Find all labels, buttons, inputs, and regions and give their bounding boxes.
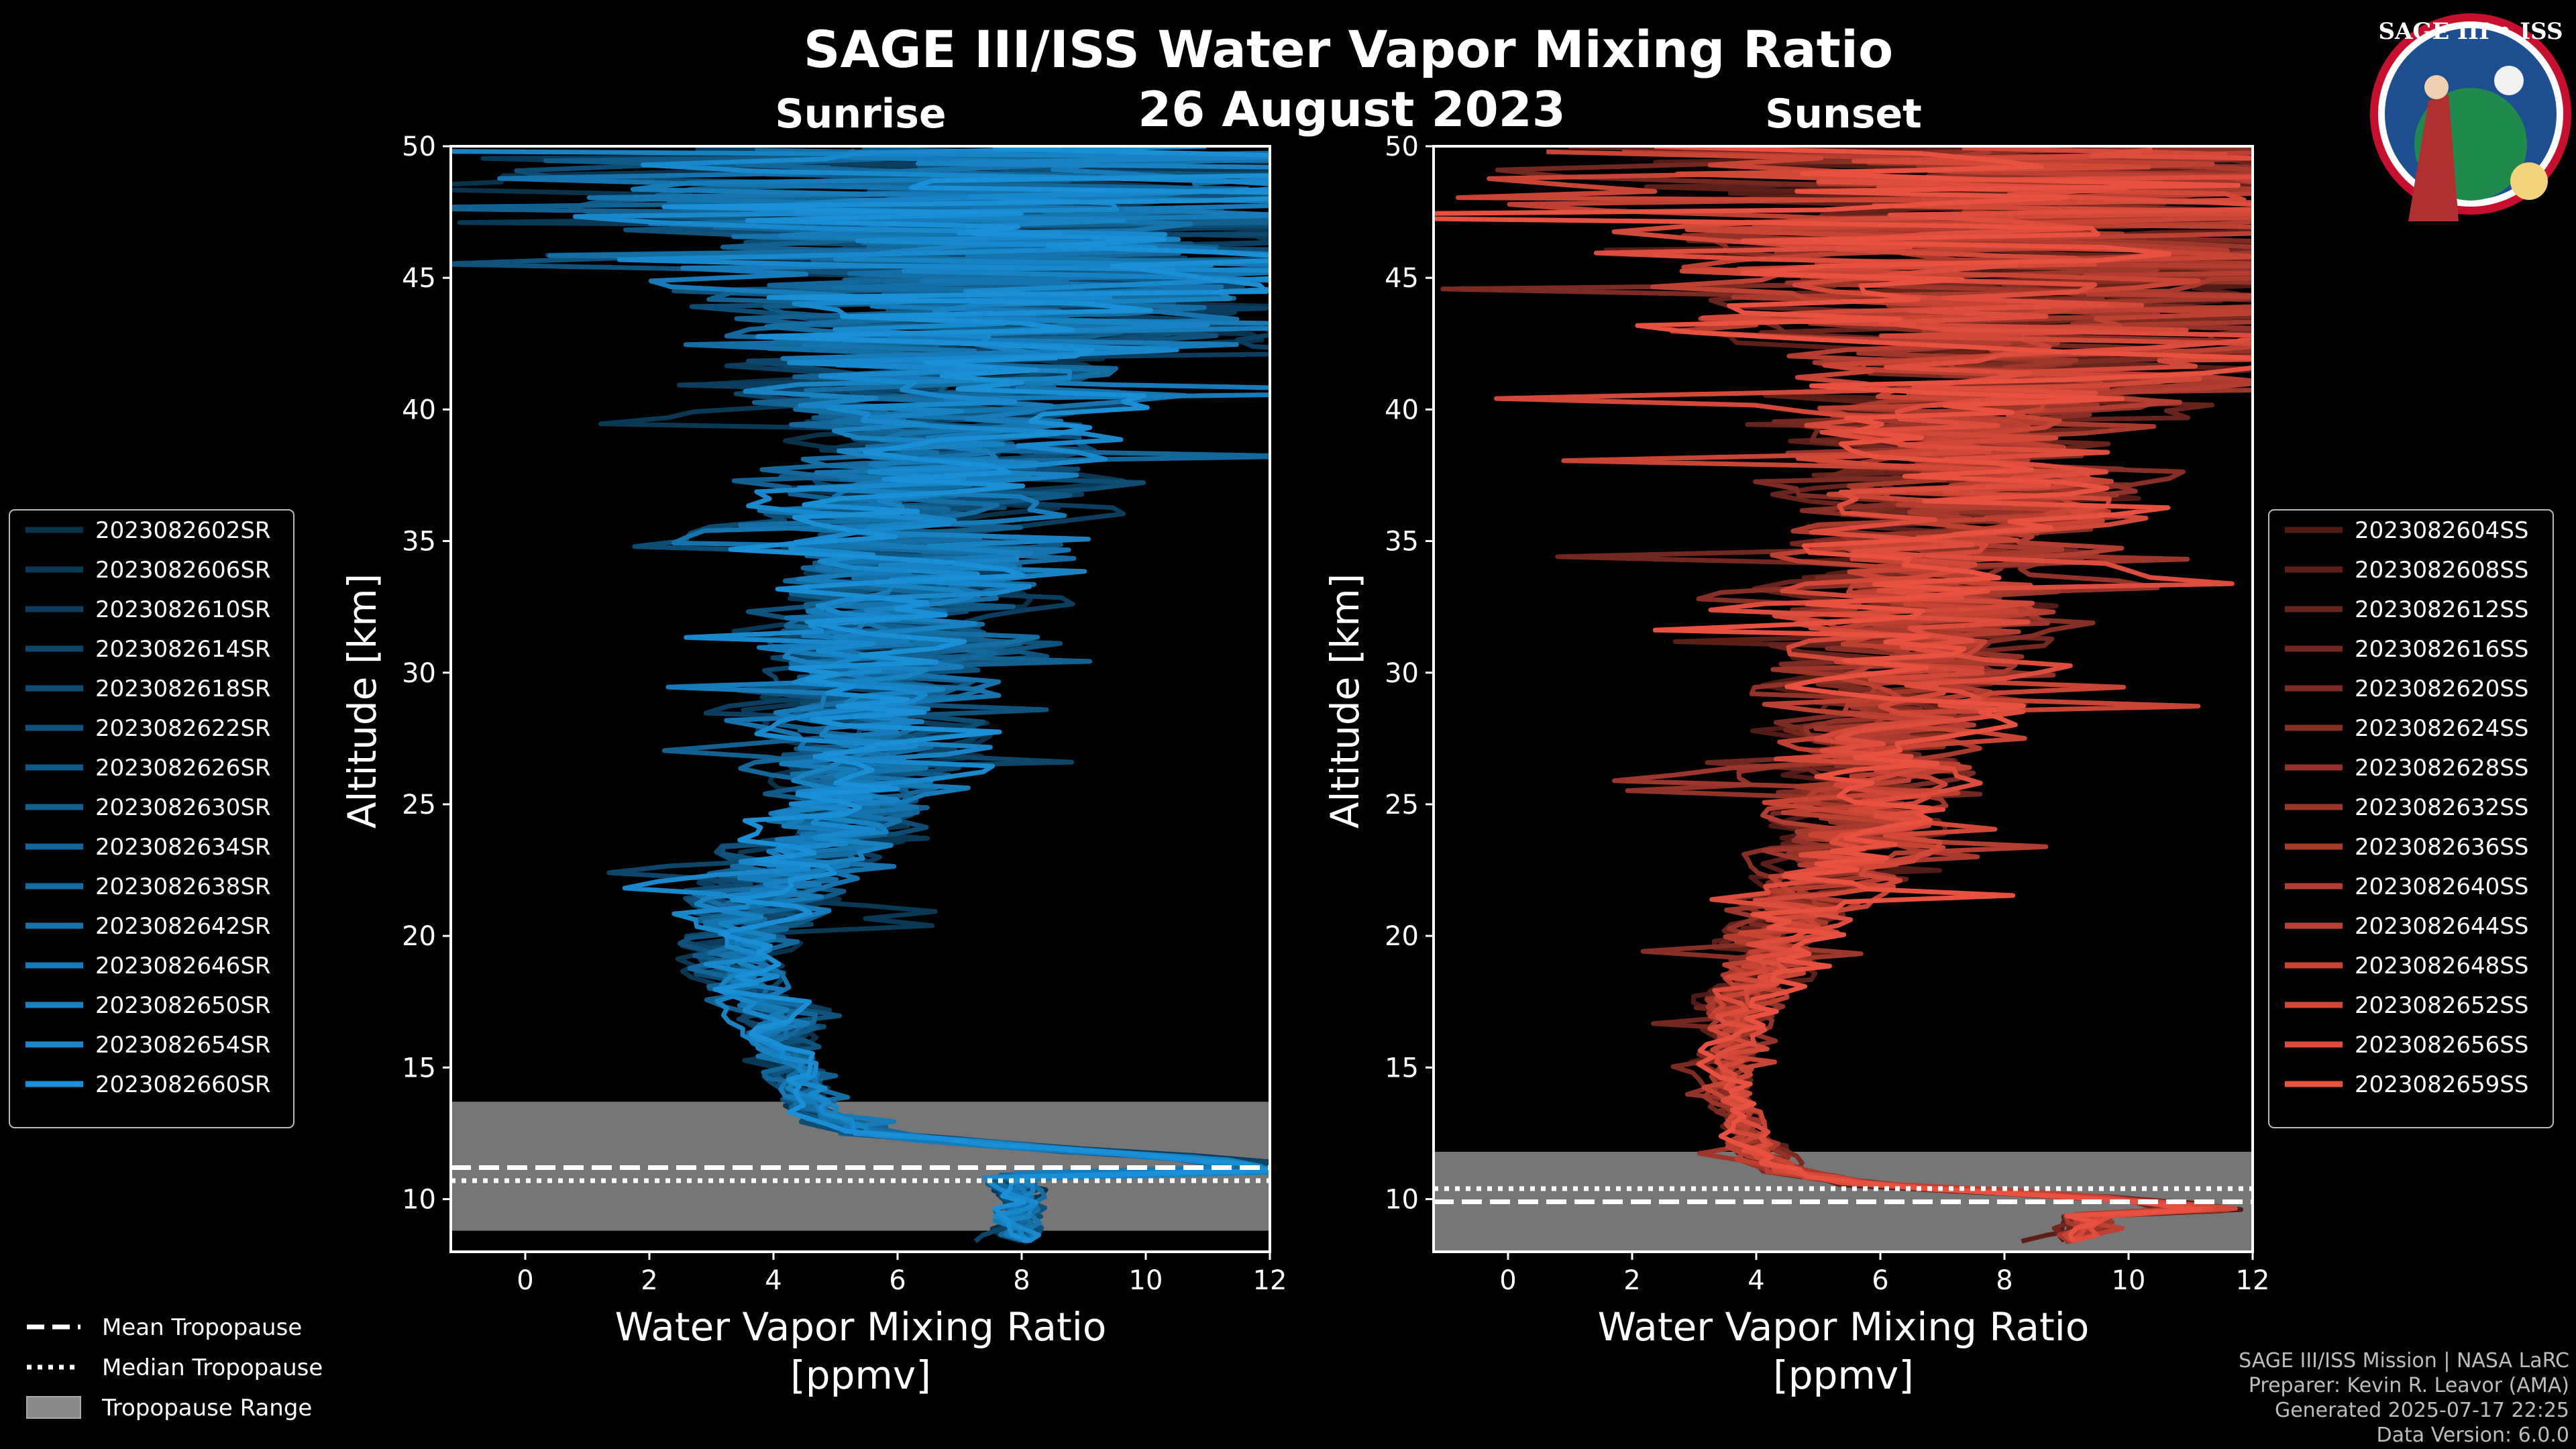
sage-iii-iss-logo: SAGE III • ISS (2370, 13, 2571, 221)
tropopause-range-label: Tropopause Range (101, 1395, 312, 1421)
sunrise-ylabel: Altitude [km] (339, 574, 385, 828)
y-tick-label: 35 (402, 527, 436, 557)
legend-entry-2023082650SR: 2023082650SR (95, 992, 271, 1019)
tropopause-range-swatch (26, 1396, 81, 1419)
legend-entry-2023082612SS: 2023082612SS (2355, 596, 2528, 623)
profile-lines (1434, 146, 2253, 1244)
legend-entry-2023082652SS: 2023082652SS (2355, 992, 2528, 1019)
profile-2023082660SR (661, 146, 1270, 1244)
legend-entry-2023082622SR: 2023082622SR (95, 715, 271, 742)
y-tick-label: 45 (402, 263, 436, 294)
sunrise-subtitle: Sunrise (775, 91, 946, 138)
legend-entry-2023082620SS: 2023082620SS (2355, 676, 2528, 702)
y-tick-label: 10 (402, 1185, 436, 1216)
legend-entry-2023082606SR: 2023082606SR (95, 557, 271, 584)
legend-entry-2023082636SS: 2023082636SS (2355, 834, 2528, 861)
y-tick-label: 35 (1385, 527, 1419, 557)
legend-entry-2023082624SS: 2023082624SS (2355, 715, 2528, 742)
y-tick-label: 50 (1385, 131, 1419, 162)
plot-frame (449, 145, 1271, 1253)
median-tropopause-label: Median Tropopause (102, 1354, 323, 1381)
profile-2023082659SS (1434, 146, 2253, 1242)
profile-2023082656SS (1593, 147, 2253, 1244)
legend-entry-2023082634SR: 2023082634SR (95, 834, 271, 861)
sunset-xlabel: Water Vapor Mixing Ratio (1598, 1304, 2090, 1350)
legend-entry-2023082642SR: 2023082642SR (95, 913, 271, 940)
legend-entry-2023082618SR: 2023082618SR (95, 676, 271, 702)
y-tick-label: 15 (1385, 1053, 1419, 1083)
legend-entry-2023082659SS: 2023082659SS (2355, 1071, 2528, 1098)
legend-entry-2023082608SS: 2023082608SS (2355, 557, 2528, 584)
profile-2023082654SR (572, 146, 1270, 1244)
legend-entry-2023082654SR: 2023082654SR (95, 1032, 271, 1059)
legend-entry-2023082616SS: 2023082616SS (2355, 636, 2528, 663)
y-tick-label: 40 (1385, 394, 1419, 425)
legend-box (9, 509, 294, 1128)
legend-entry-2023082646SR: 2023082646SR (95, 953, 271, 979)
logo-text: SAGE III • ISS (2378, 18, 2563, 45)
x-tick-label: 10 (2112, 1265, 2146, 1296)
x-tick-label: 6 (889, 1265, 906, 1296)
y-tick-label: 15 (402, 1053, 436, 1083)
legend-entry-2023082630SR: 2023082630SR (95, 794, 271, 821)
legend-entry-2023082614SR: 2023082614SR (95, 636, 271, 663)
x-tick-label: 8 (1996, 1265, 2012, 1296)
y-tick-label: 45 (1385, 263, 1419, 294)
y-tick-label: 25 (1385, 790, 1419, 820)
legend-entry-2023082610SR: 2023082610SR (95, 596, 271, 623)
y-tick-label: 50 (402, 131, 436, 162)
sunset-legend: 2023082604SS 2023082608SS 2023082612SS 2023… (2268, 509, 2554, 1128)
sunrise-xlabel-units: [ppmv] (790, 1352, 931, 1398)
y-tick-label: 30 (1385, 658, 1419, 689)
credits: SAGE III/ISS Mission | NASA LaRC Prepare… (2239, 1349, 2569, 1447)
x-tick-label: 6 (1872, 1265, 1888, 1296)
mean-tropopause-label: Mean Tropopause (102, 1314, 302, 1341)
sunrise-panel: 0 2 4 6 8 10 12 10 15 20 25 30 35 40 45 50 (402, 131, 1287, 1296)
credit-generated: Generated 2025-07-17 22:25 (2275, 1399, 2569, 1422)
legend-box (2268, 509, 2554, 1128)
legend-entry-2023082640SS: 2023082640SS (2355, 873, 2528, 900)
profile-lines (451, 146, 1270, 1244)
credit-preparer: Preparer: Kevin R. Leavor (AMA) (2249, 1374, 2569, 1397)
y-tick-label: 20 (402, 921, 436, 952)
legend-entry-2023082626SR: 2023082626SR (95, 755, 271, 782)
y-tick-label: 40 (402, 394, 436, 425)
x-tick-label: 0 (517, 1265, 533, 1296)
sunset-ylabel: Altitude [km] (1322, 574, 1368, 828)
figure-title: SAGE III/ISS Water Vapor Mixing Ratio (804, 19, 1894, 79)
sunrise-legend: 2023082602SR 2023082606SR 2023082610SR 2023… (9, 509, 294, 1128)
x-tick-label: 8 (1013, 1265, 1030, 1296)
legend-entry-2023082632SS: 2023082632SS (2355, 794, 2528, 821)
plot-frame (1432, 145, 2254, 1253)
x-tick-label: 4 (765, 1265, 782, 1296)
sunset-subtitle: Sunset (1765, 91, 1922, 138)
tropopause-legend: Mean Tropopause Median Tropopause Tropop… (26, 1314, 323, 1421)
x-tick-label: 2 (1623, 1265, 1640, 1296)
x-tick-label: 10 (1129, 1265, 1163, 1296)
sunset-xlabel-units: [ppmv] (1773, 1352, 1914, 1398)
y-tick-label: 30 (402, 658, 436, 689)
sunrise-xlabel: Water Vapor Mixing Ratio (615, 1304, 1107, 1350)
x-tick-label: 0 (1499, 1265, 1516, 1296)
y-tick-label: 10 (1385, 1185, 1419, 1216)
y-tick-label: 20 (1385, 921, 1419, 952)
legend-entry-2023082660SR: 2023082660SR (95, 1071, 271, 1098)
credit-mission: SAGE III/ISS Mission | NASA LaRC (2239, 1349, 2569, 1373)
legend-entry-2023082638SR: 2023082638SR (95, 873, 271, 900)
legend-entry-2023082628SS: 2023082628SS (2355, 755, 2528, 782)
legend-entry-2023082648SS: 2023082648SS (2355, 953, 2528, 979)
figure-date: 26 August 2023 (1138, 81, 1566, 138)
x-tick-label: 12 (2236, 1265, 2270, 1296)
x-tick-label: 12 (1253, 1265, 1287, 1296)
y-tick-label: 25 (402, 790, 436, 820)
legend-entry-2023082656SS: 2023082656SS (2355, 1032, 2528, 1059)
legend-entry-2023082644SS: 2023082644SS (2355, 913, 2528, 940)
x-tick-label: 2 (641, 1265, 657, 1296)
legend-entry-2023082604SS: 2023082604SS (2355, 517, 2528, 544)
sunset-panel: 0 2 4 6 8 10 12 10 15 20 25 30 35 40 45 50 (1385, 131, 2270, 1296)
credit-version: Data Version: 6.0.0 (2377, 1424, 2569, 1447)
legend-entry-2023082602SR: 2023082602SR (95, 517, 271, 544)
x-tick-label: 4 (1748, 1265, 1764, 1296)
